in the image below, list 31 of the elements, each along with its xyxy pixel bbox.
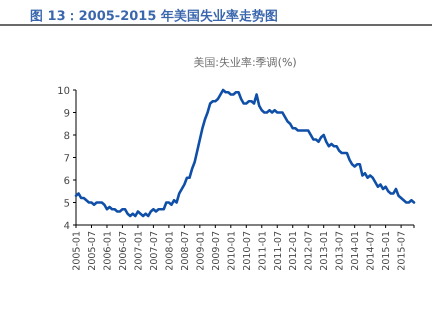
x-tick-label: 2010-07 — [242, 231, 253, 271]
x-tick-label: 2009-07 — [210, 231, 222, 271]
x-tick-label: 2013-01 — [319, 231, 330, 271]
chart-title: 图 13：2005-2015 年美国失业率走势图 — [30, 8, 278, 24]
y-tick-label: 6 — [64, 176, 70, 187]
x-tick-label: 2008-01 — [164, 231, 176, 271]
y-tick-label: 8 — [64, 131, 70, 142]
x-tick-label: 2015-07 — [396, 231, 408, 271]
x-tick-label: 2013-07 — [334, 231, 346, 271]
x-tick-label: 2008-07 — [180, 231, 191, 271]
x-tick-label: 2006-01 — [102, 231, 114, 271]
x-tick-label: 2012-07 — [304, 231, 315, 271]
x-tick-label: 2007-07 — [148, 231, 160, 271]
x-tick-label: 2012-01 — [288, 231, 300, 271]
x-tick-label: 2014-07 — [366, 231, 377, 271]
x-tick-label: 2009-01 — [195, 231, 206, 271]
y-tick-label: 9 — [64, 108, 70, 120]
y-tick-label: 7 — [64, 154, 70, 164]
x-tick-label: 2005-01 — [72, 231, 82, 271]
x-tick-label: 2011-07 — [272, 231, 284, 271]
x-tick-label: 2015-01 — [381, 231, 392, 271]
x-tick-label: 2007-01 — [133, 231, 144, 271]
x-tick-label: 2010-01 — [226, 231, 238, 271]
y-tick-label: 5 — [64, 198, 70, 210]
chart-subtitle: 美国:失业率:季调(%) — [193, 56, 297, 69]
x-tick-label: 2006-07 — [118, 231, 129, 271]
y-tick-label: 10 — [57, 86, 70, 97]
x-tick-label: 2011-01 — [257, 231, 268, 271]
y-tick-label: 4 — [64, 221, 70, 232]
x-tick-label: 2005-07 — [86, 231, 98, 271]
x-tick-label: 2014-01 — [350, 231, 362, 271]
